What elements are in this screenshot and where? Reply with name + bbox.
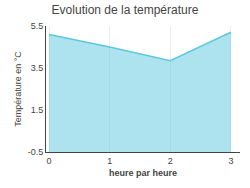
svg-text:heure par heure: heure par heure <box>109 168 177 178</box>
svg-text:Evolution de la température: Evolution de la température <box>52 3 199 17</box>
svg-text:Température en °C: Température en °C <box>13 51 23 127</box>
svg-text:3.5: 3.5 <box>31 63 44 73</box>
svg-text:2: 2 <box>168 156 173 166</box>
svg-text:3: 3 <box>228 156 233 166</box>
svg-text:1: 1 <box>107 156 112 166</box>
svg-text:1.5: 1.5 <box>31 105 44 115</box>
svg-text:0: 0 <box>47 156 52 166</box>
svg-text:5.5: 5.5 <box>31 21 44 31</box>
svg-text:-0.5: -0.5 <box>28 147 44 157</box>
